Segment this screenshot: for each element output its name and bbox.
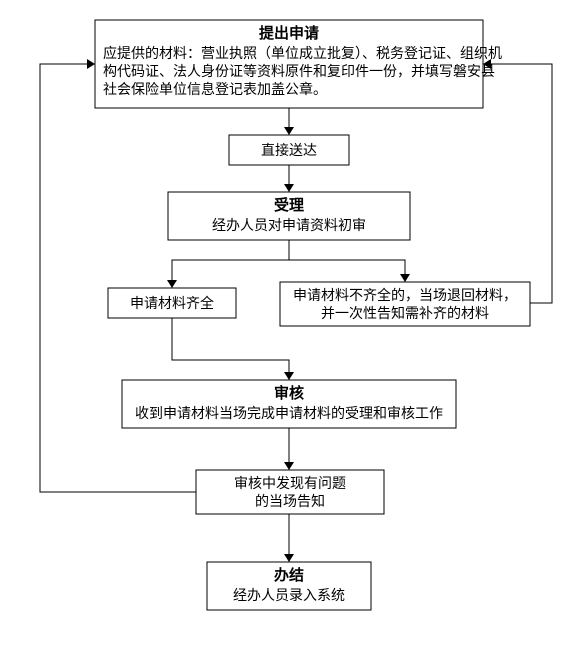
edge-3	[289, 260, 405, 282]
node-n1: 提出申请应提供的材料：营业执照（单位成立批复）、税务登记证、组织机构代码证、法人…	[95, 20, 502, 108]
node-n8: 办结经办人员录入系统	[207, 562, 371, 610]
node-line: 社会保险单位信息登记表加盖公章。	[103, 81, 327, 97]
node-title: 办结	[274, 566, 304, 584]
arrowhead-8	[87, 59, 95, 69]
node-n4: 申请材料齐全	[108, 288, 236, 318]
node-line: 经办人员对申请资料初审	[212, 217, 366, 233]
arrowhead-4	[284, 372, 294, 380]
node-line: 经办人员录入系统	[233, 587, 345, 603]
node-line: 构代码证、法人身份证等资料原件和复印件一份，并填写磐安县	[103, 63, 495, 79]
edge-2	[172, 240, 289, 288]
arrowhead-6	[284, 554, 294, 562]
node-title: 提出申请	[259, 24, 319, 42]
arrowhead-5	[284, 462, 294, 470]
node-line: 申请材料不齐全的，当场退回材料，	[293, 287, 517, 303]
node-line: 应提供的材料：营业执照（单位成立批复）、税务登记证、组织机	[103, 45, 502, 61]
node-title: 审核	[274, 384, 304, 402]
arrowhead-3	[400, 274, 410, 282]
node-line: 的当场告知	[255, 493, 325, 509]
arrowhead-2	[167, 280, 177, 288]
edge-7	[483, 64, 552, 303]
node-line: 收到申请材料当场完成申请材料的受理和审核工作	[135, 405, 443, 421]
arrowhead-1	[284, 184, 294, 192]
node-n3: 受理经办人员对申请资料初审	[168, 192, 410, 240]
node-n6: 审核收到申请材料当场完成申请材料的受理和审核工作	[122, 380, 456, 428]
edge-4	[172, 318, 289, 380]
node-title: 受理	[274, 196, 304, 214]
node-line: 申请材料齐全	[130, 295, 214, 311]
node-line: 直接送达	[261, 142, 317, 158]
node-n5: 申请材料不齐全的，当场退回材料， 并一次性告知需补齐的材料	[280, 282, 530, 326]
node-line: 审核中发现有问题	[234, 475, 346, 491]
arrowhead-0	[284, 127, 294, 135]
node-line: 并一次性告知需补齐的材料	[321, 305, 489, 321]
node-n7: 审核中发现有问题的当场告知	[196, 470, 384, 514]
node-n2: 直接送达	[229, 135, 349, 165]
